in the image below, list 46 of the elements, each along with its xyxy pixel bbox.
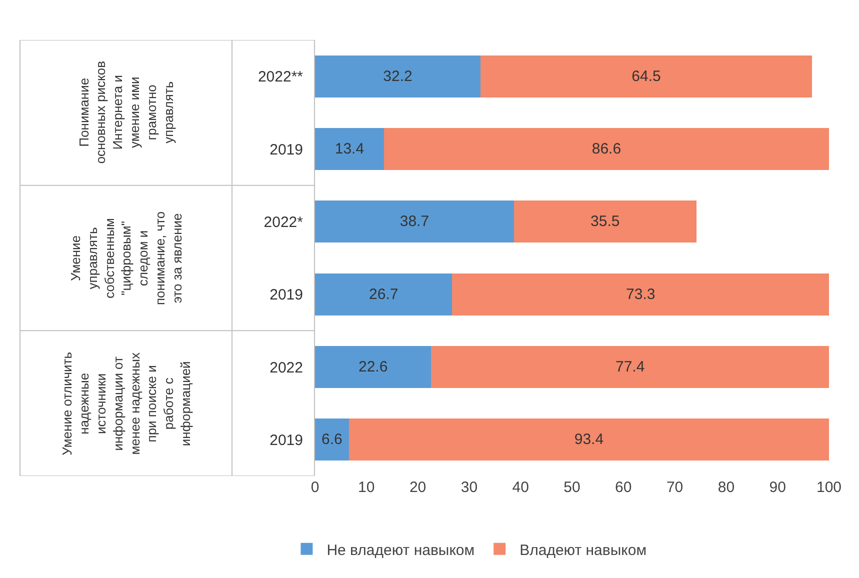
bar xyxy=(480,55,812,98)
bar xyxy=(315,128,384,170)
data-label: 26.7 xyxy=(369,286,398,303)
x-tick-label: 80 xyxy=(718,479,735,496)
legend-label: Владеют навыком xyxy=(520,542,647,559)
x-tick-label: 90 xyxy=(769,479,786,496)
bar xyxy=(452,273,829,316)
bar xyxy=(431,346,829,388)
x-tick-label: 50 xyxy=(564,479,580,496)
y-tick-label: 2019 xyxy=(270,286,303,304)
x-tick-label: 0 xyxy=(310,479,320,496)
text: Понимание основных рисков Интернета и умение ими грамотно управлять xyxy=(76,60,176,164)
x-tick-label: 40 xyxy=(512,479,529,496)
x-tick-label: 10 xyxy=(358,479,375,496)
y-tick-label: 2022** xyxy=(258,68,304,86)
bar xyxy=(315,273,452,316)
bar xyxy=(384,128,829,170)
data-label: 77.4 xyxy=(615,358,645,376)
data-label: 64.5 xyxy=(632,68,661,85)
bar xyxy=(315,346,432,388)
data-label: 22.6 xyxy=(358,358,388,376)
y-tick-label: 2019 xyxy=(270,141,303,158)
text: Умение отличить надежные источники информации от менее надежных при поиске и работе с информацией xyxy=(60,352,193,456)
y-tick-label: 2022 xyxy=(270,359,303,376)
bar xyxy=(315,418,349,461)
legend-label: Не владеют навыком xyxy=(326,542,475,559)
y-tick-label: 2022* xyxy=(264,214,304,231)
x-tick-label: 100 xyxy=(816,479,842,496)
data-label: 38.7 xyxy=(400,213,430,230)
x-tick-label: 20 xyxy=(409,479,426,496)
data-label: 32.2 xyxy=(383,68,412,85)
y-tick-label: 2019 xyxy=(270,432,303,449)
data-label: 6.6 xyxy=(322,431,342,448)
bar xyxy=(315,55,481,98)
x-tick-label: 70 xyxy=(666,479,684,496)
data-label: 35.5 xyxy=(590,213,620,230)
data-label: 93.4 xyxy=(574,431,604,448)
x-tick-label: 30 xyxy=(460,479,478,496)
data-label: 13.4 xyxy=(334,140,364,158)
text: Умение управлять собственным "цифровым" следом и понимание, что это за явление xyxy=(68,211,184,305)
x-tick-label: 60 xyxy=(615,479,632,496)
bar xyxy=(315,200,514,243)
bar xyxy=(348,418,829,461)
data-label: 73.3 xyxy=(626,286,656,303)
bar xyxy=(514,200,696,243)
data-label: 86.6 xyxy=(592,140,622,158)
